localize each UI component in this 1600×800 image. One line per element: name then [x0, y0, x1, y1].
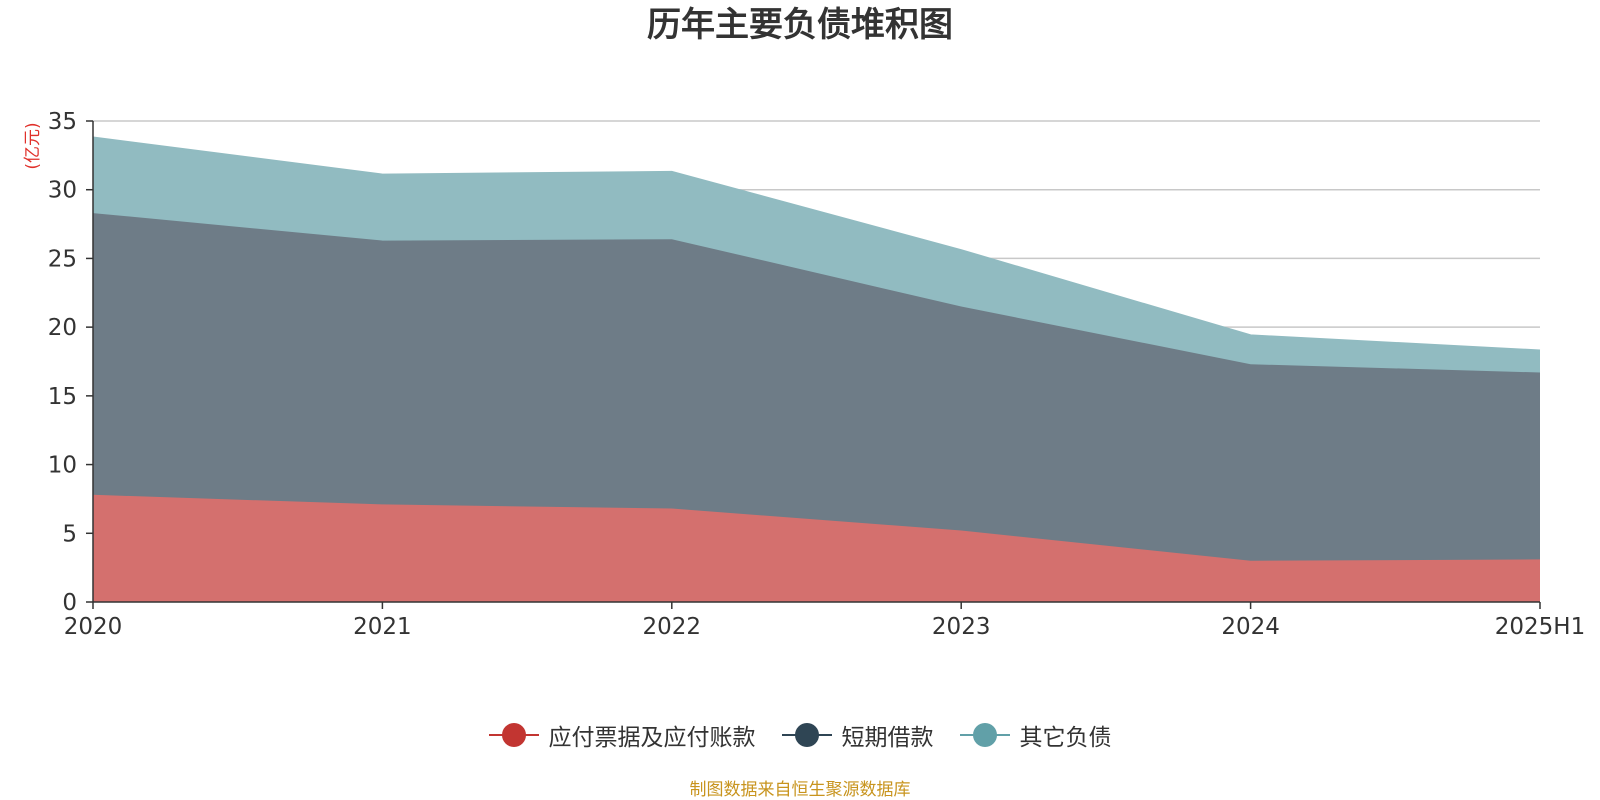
- legend-item-other-liabilities[interactable]: 其它负债: [959, 720, 1112, 751]
- source-note: 制图数据来自恒生聚源数据库: [689, 780, 911, 800]
- y-tick-label-20: 20: [48, 315, 77, 341]
- legend-item-short-term-loans[interactable]: 短期借款: [781, 720, 934, 751]
- x-tick-label-2025H1: 2025H1: [1495, 614, 1585, 640]
- tick-labels: 0 5 10 15 20 25 30 35 2020 2021 2022 2023 2024 2025H1: [48, 109, 1586, 640]
- y-tick-label-35: 35: [48, 109, 77, 135]
- y-tick-label-30: 30: [48, 178, 77, 204]
- y-tick-label-25: 25: [48, 246, 77, 272]
- y-tick-label-5: 5: [62, 521, 77, 547]
- legend-marker-other-liabilities: [959, 720, 1010, 750]
- chart-title: 历年主要负债堆积图: [647, 5, 953, 45]
- area-layer: [92, 136, 1541, 602]
- y-tick-label-10: 10: [48, 453, 77, 479]
- legend-label-short-term-loans: 短期借款: [841, 725, 934, 751]
- legend-label-payables: 应付票据及应付账款: [548, 725, 756, 751]
- series-area-0: [93, 494, 1540, 602]
- series-line-1: [92, 212, 1541, 374]
- axes: [86, 120, 1541, 609]
- y-tick-label-0: 0: [62, 590, 77, 616]
- legend-marker-short-term-loans: [781, 720, 832, 750]
- legend-marker-payables: [488, 720, 539, 750]
- legend-item-payables[interactable]: 应付票据及应付账款: [488, 720, 756, 751]
- series-line-2: [92, 136, 1541, 352]
- series-area-2: [93, 137, 1540, 373]
- x-tick-label-2022: 2022: [643, 614, 702, 640]
- x-tick-label-2021: 2021: [353, 614, 412, 640]
- legend: 应付票据及应付账款 短期借款 其它负债: [0, 720, 1600, 751]
- series-area-1: [93, 213, 1540, 561]
- legend-label-other-liabilities: 其它负债: [1019, 725, 1112, 751]
- y-tick-label-15: 15: [48, 384, 77, 410]
- x-tick-label-2023: 2023: [932, 614, 991, 640]
- x-tick-label-2020: 2020: [64, 614, 123, 640]
- y-axis-label: (亿元): [23, 122, 43, 169]
- x-tick-label-2024: 2024: [1221, 614, 1280, 640]
